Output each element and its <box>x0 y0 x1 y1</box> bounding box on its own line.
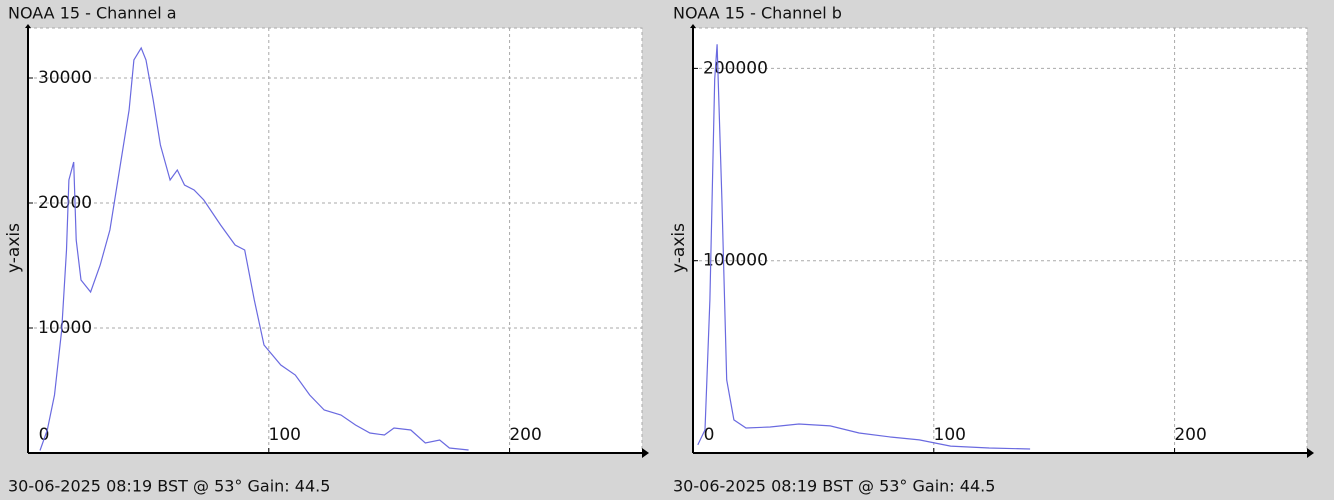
x-tick-label: 100 <box>934 425 966 445</box>
y-tick-label: 10000 <box>38 318 92 338</box>
plot-area <box>27 27 643 454</box>
y-axis-label: y-axis <box>4 223 24 273</box>
chart-title: NOAA 15 - Channel a <box>8 4 177 23</box>
x-axis-arrow <box>1307 448 1314 458</box>
y-tick-label: 200000 <box>703 58 768 78</box>
x-tick-label: 200 <box>509 425 541 445</box>
x-tick-label: 200 <box>1174 425 1206 445</box>
x-tick-label: 0 <box>704 425 715 445</box>
x-axis-arrow <box>642 448 649 458</box>
caption: 30-06-2025 08:19 BST @ 53° Gain: 44.5 <box>8 477 330 496</box>
data-line <box>39 46 469 451</box>
y-axis-arrow <box>690 24 696 28</box>
chart-title: NOAA 15 - Channel b <box>673 4 842 23</box>
x-tick-label: 100 <box>269 425 301 445</box>
x-tick-label: 0 <box>39 425 50 445</box>
y-axis-arrow <box>25 24 31 28</box>
y-tick-label: 100000 <box>703 251 768 271</box>
plot-area <box>692 27 1308 454</box>
data-line <box>697 44 1031 450</box>
y-axis-label: y-axis <box>669 223 689 273</box>
y-tick-label: 20000 <box>38 193 92 213</box>
caption: 30-06-2025 08:19 BST @ 53° Gain: 44.5 <box>673 477 995 496</box>
y-tick-label: 30000 <box>38 68 92 88</box>
